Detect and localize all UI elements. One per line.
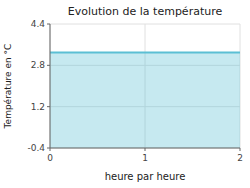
y-tick [47,24,50,25]
chart-container: -0.4 1.2 2.8 4.4 0 1 2 Evolution de la températ… [0,0,250,188]
x-axis-label: heure par heure [105,171,186,182]
x-tick-label: 0 [47,153,53,163]
grid [50,24,240,148]
plot-area [50,52,240,148]
y-tick-label: 4.4 [31,19,46,29]
area [50,52,240,148]
page: {"chart_data": {"type": "area", "title":… [0,0,250,188]
x-tick [145,148,146,151]
y-axis-line [50,24,51,148]
x-tick-label: 2 [237,153,243,163]
y-axis-label: Température en °C [3,44,13,130]
x-tick-label: 1 [142,153,148,163]
y-tick-label: -0.4 [27,143,45,153]
y-tick [47,106,50,107]
x-tick [50,148,51,151]
y-tick-label: 2.8 [31,60,46,70]
y-tick [47,65,50,66]
y-tick-label: 1.2 [31,102,45,112]
chart: -0.4 1.2 2.8 4.4 0 1 2 Evolution de la températ… [0,0,250,188]
line [50,51,240,53]
x-tick [240,148,241,151]
title: Evolution de la température [68,5,223,18]
grid-line-x [50,24,51,148]
